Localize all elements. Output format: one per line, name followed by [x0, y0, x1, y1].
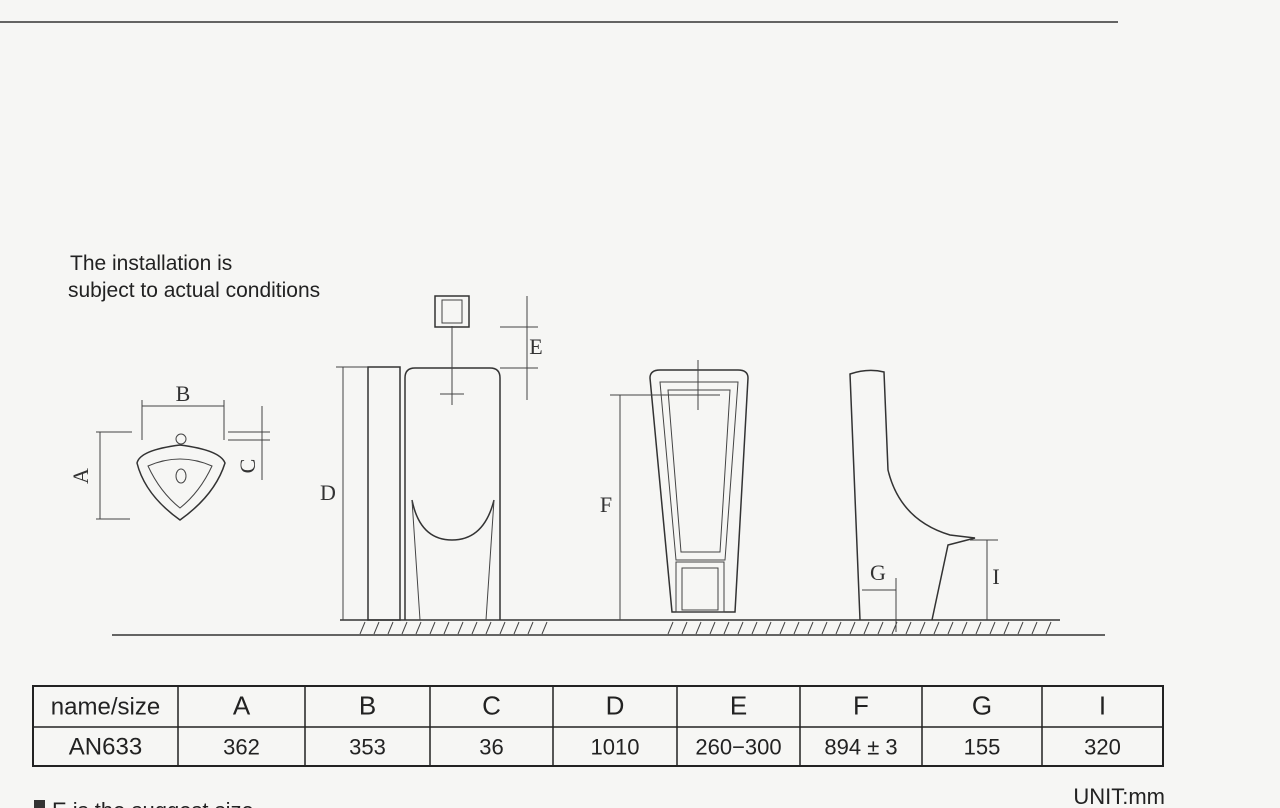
- header-cell: F: [853, 691, 869, 721]
- ground: [112, 619, 1105, 636]
- dim-label: C: [235, 459, 260, 474]
- data-cell: 320: [1084, 735, 1121, 760]
- footnote: E is the suggest size: [52, 798, 254, 808]
- dim-label: F: [600, 492, 612, 517]
- data-cell: 1010: [591, 735, 640, 760]
- dim-label: I: [992, 564, 999, 589]
- dim-label: G: [870, 560, 886, 585]
- top-view: [96, 400, 270, 521]
- data-cell: 260−300: [695, 735, 781, 760]
- header-cell: E: [730, 691, 747, 721]
- frame-view: [610, 360, 749, 620]
- spec-table: name/size A B C D E F G I AN633 362 353 36 1010 260−30…: [32, 685, 1164, 767]
- data-cell: 362: [223, 735, 260, 760]
- dim-label: E: [529, 334, 542, 359]
- data-cell: 894 ± 3: [824, 735, 897, 760]
- header-cell: A: [233, 691, 251, 721]
- header-cell: C: [482, 691, 501, 721]
- note-line: The installation is: [70, 252, 232, 275]
- header-cell: I: [1099, 691, 1106, 721]
- bullet: [34, 800, 45, 808]
- side-view: [849, 369, 998, 632]
- table-border: [32, 685, 1164, 767]
- header-cell: B: [359, 691, 376, 721]
- data-cell: 36: [479, 735, 503, 760]
- header-cell: name/size: [51, 694, 160, 721]
- data-cell: 353: [349, 735, 386, 760]
- header-cell: D: [606, 691, 625, 721]
- dim-label: B: [176, 381, 191, 406]
- header-cell: G: [972, 691, 992, 721]
- dim-label: D: [320, 480, 336, 505]
- front-view: [336, 295, 538, 621]
- note-line: subject to actual conditions: [68, 279, 320, 302]
- unit: UNIT:mm: [1073, 784, 1165, 808]
- data-cell: AN633: [69, 734, 142, 761]
- dim-label: A: [68, 468, 93, 484]
- data-cell: 155: [964, 735, 1001, 760]
